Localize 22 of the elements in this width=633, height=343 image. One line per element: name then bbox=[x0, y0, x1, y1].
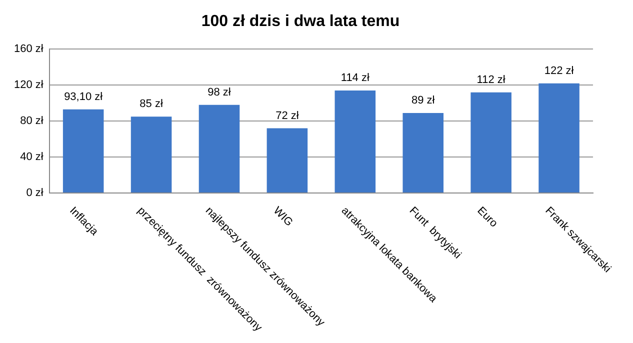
data-label: 93,10 zł bbox=[64, 90, 104, 103]
bar bbox=[470, 92, 512, 192]
bar bbox=[266, 128, 308, 192]
y-tick-label: 40 zł bbox=[20, 151, 44, 164]
y-tick-label: 80 zł bbox=[20, 115, 44, 128]
chart-title: 100 zł dzis i dwa lata temu bbox=[201, 13, 400, 30]
bar bbox=[538, 83, 580, 192]
data-label: 122 zł bbox=[544, 64, 574, 77]
data-label: 72 zł bbox=[276, 110, 300, 122]
bar bbox=[130, 116, 172, 192]
data-label: 85 zł bbox=[140, 98, 164, 110]
y-tick-label: 160 zł bbox=[14, 43, 44, 56]
data-label: 89 zł bbox=[411, 94, 436, 107]
data-label: 98 zł bbox=[208, 86, 232, 98]
y-tick-label: 0 zł bbox=[26, 187, 44, 200]
data-label: 112 zł bbox=[476, 74, 506, 86]
data-label: 114 zł bbox=[340, 72, 370, 84]
bar bbox=[198, 104, 240, 192]
y-tick-label: 120 zł bbox=[14, 79, 44, 92]
bar bbox=[402, 113, 444, 192]
bar bbox=[334, 90, 376, 192]
bar bbox=[62, 109, 104, 192]
